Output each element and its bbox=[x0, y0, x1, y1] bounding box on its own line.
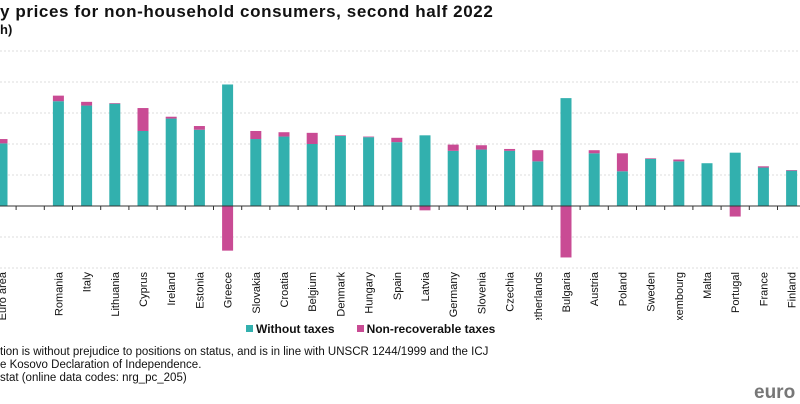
category-label: Poland bbox=[617, 272, 629, 306]
category-label: Germany bbox=[448, 272, 460, 318]
bar-non-recoverable-taxes bbox=[193, 126, 205, 130]
bar-without-taxes bbox=[137, 130, 149, 206]
bar-without-taxes bbox=[222, 84, 234, 206]
bar-non-recoverable-taxes bbox=[786, 170, 798, 171]
category-label: Slovakia bbox=[251, 271, 263, 313]
bar-non-recoverable-taxes bbox=[250, 130, 262, 140]
category-label: Croatia bbox=[279, 271, 291, 307]
bar-without-taxes bbox=[447, 150, 459, 206]
category-label: Sweden bbox=[646, 272, 658, 312]
bar-non-recoverable-taxes bbox=[222, 206, 234, 251]
bar-without-taxes bbox=[560, 98, 572, 206]
category-label: Hungary bbox=[364, 272, 376, 314]
bar-non-recoverable-taxes bbox=[278, 132, 290, 137]
bar-non-recoverable-taxes bbox=[475, 145, 487, 150]
bar-non-recoverable-taxes bbox=[560, 206, 572, 258]
bar-non-recoverable-taxes bbox=[306, 132, 318, 144]
legend-label: Non-recoverable taxes bbox=[366, 322, 496, 336]
bar-without-taxes bbox=[334, 135, 346, 206]
bar-without-taxes bbox=[278, 136, 290, 206]
category-label: Spain bbox=[392, 272, 404, 300]
category-label: Cyprus bbox=[138, 272, 150, 307]
legend-swatch bbox=[246, 325, 253, 332]
chart-title: y prices for non-household consumers, se… bbox=[0, 2, 494, 21]
bar-without-taxes bbox=[81, 105, 93, 206]
bar-chart: Euro area Romania Italy Lithuania Cyprus Irel… bbox=[0, 50, 800, 320]
footnote-2: e Kosovo Declaration of Independence. bbox=[0, 359, 202, 371]
bar-non-recoverable-taxes bbox=[757, 166, 769, 168]
bar-non-recoverable-taxes bbox=[334, 135, 346, 136]
category-label: Portugal bbox=[730, 272, 742, 313]
bar-without-taxes bbox=[306, 144, 318, 206]
bar-without-taxes bbox=[52, 101, 64, 206]
category-label: Malta bbox=[702, 271, 714, 299]
legend-label: Without taxes bbox=[256, 322, 335, 336]
bar-non-recoverable-taxes bbox=[137, 108, 149, 131]
category-label: Estonia bbox=[194, 271, 206, 309]
bar-without-taxes bbox=[729, 152, 741, 206]
category-label: Finland bbox=[787, 272, 799, 308]
bar-without-taxes bbox=[391, 142, 403, 206]
bar-non-recoverable-taxes bbox=[729, 206, 741, 217]
bar-non-recoverable-taxes bbox=[588, 150, 600, 154]
category-label: Greece bbox=[223, 272, 235, 308]
category-label: Luxembourg bbox=[674, 272, 686, 320]
category-label: France bbox=[758, 272, 770, 306]
bar-without-taxes bbox=[701, 163, 713, 206]
bar-without-taxes bbox=[363, 137, 375, 206]
bar-non-recoverable-taxes bbox=[81, 101, 93, 106]
bar-without-taxes bbox=[165, 118, 177, 206]
footnote-1: tion is without prejudice to positions o… bbox=[0, 346, 489, 358]
category-label: Lithuania bbox=[110, 271, 122, 317]
category-label: Romania bbox=[53, 271, 65, 316]
legend-swatch bbox=[356, 325, 364, 332]
bar-non-recoverable-taxes bbox=[616, 153, 628, 172]
category-label: Ireland bbox=[166, 272, 178, 306]
category-label: Italy bbox=[82, 272, 94, 293]
legend-item-non-recoverable-taxes[interactable]: Non-recoverable taxes bbox=[356, 322, 496, 336]
bar-without-taxes bbox=[588, 153, 600, 206]
category-label: Czechia bbox=[505, 271, 517, 312]
chart-subtitle: h) bbox=[0, 22, 13, 37]
category-label: Bulgaria bbox=[561, 271, 573, 312]
bar-non-recoverable-taxes bbox=[673, 159, 685, 162]
bar-without-taxes bbox=[504, 150, 516, 206]
bar-non-recoverable-taxes bbox=[645, 158, 657, 159]
bar-without-taxes bbox=[419, 135, 431, 206]
bar-without-taxes bbox=[673, 161, 685, 206]
bar-without-taxes bbox=[250, 139, 262, 206]
bar-without-taxes bbox=[532, 161, 544, 206]
source-note: stat (online data codes: nrg_pc_205) bbox=[0, 372, 187, 384]
legend-item-without-taxes[interactable]: Without taxes bbox=[246, 322, 335, 336]
bar-without-taxes bbox=[475, 149, 487, 206]
category-label: Latvia bbox=[420, 271, 432, 301]
legend: Without taxes Non-recoverable taxes bbox=[246, 322, 495, 336]
category-label: Belgium bbox=[307, 272, 319, 312]
bar-non-recoverable-taxes bbox=[447, 144, 459, 151]
category-label: Denmark bbox=[335, 272, 347, 317]
bar-without-taxes bbox=[193, 129, 205, 206]
bar-non-recoverable-taxes bbox=[52, 95, 64, 102]
bar-without-taxes bbox=[786, 170, 798, 206]
bar-non-recoverable-taxes bbox=[532, 150, 544, 162]
bar-non-recoverable-taxes bbox=[391, 137, 403, 143]
bar-without-taxes bbox=[109, 103, 121, 206]
bar-non-recoverable-taxes bbox=[0, 139, 8, 144]
bar-without-taxes bbox=[616, 171, 628, 206]
category-label: Netherlands bbox=[533, 272, 545, 320]
category-label: Slovenia bbox=[476, 271, 488, 314]
bar-non-recoverable-taxes bbox=[165, 116, 177, 119]
bar-non-recoverable-taxes bbox=[109, 103, 121, 104]
bar-without-taxes bbox=[757, 167, 769, 206]
bar-non-recoverable-taxes bbox=[363, 136, 375, 138]
bar-without-taxes bbox=[645, 158, 657, 206]
bar-without-taxes bbox=[0, 143, 8, 206]
bar-non-recoverable-taxes bbox=[419, 206, 431, 211]
eurostat-logo: euro bbox=[754, 382, 796, 403]
category-label: Euro area bbox=[0, 271, 9, 320]
bar-non-recoverable-taxes bbox=[504, 148, 516, 151]
category-label: Austria bbox=[589, 271, 601, 306]
